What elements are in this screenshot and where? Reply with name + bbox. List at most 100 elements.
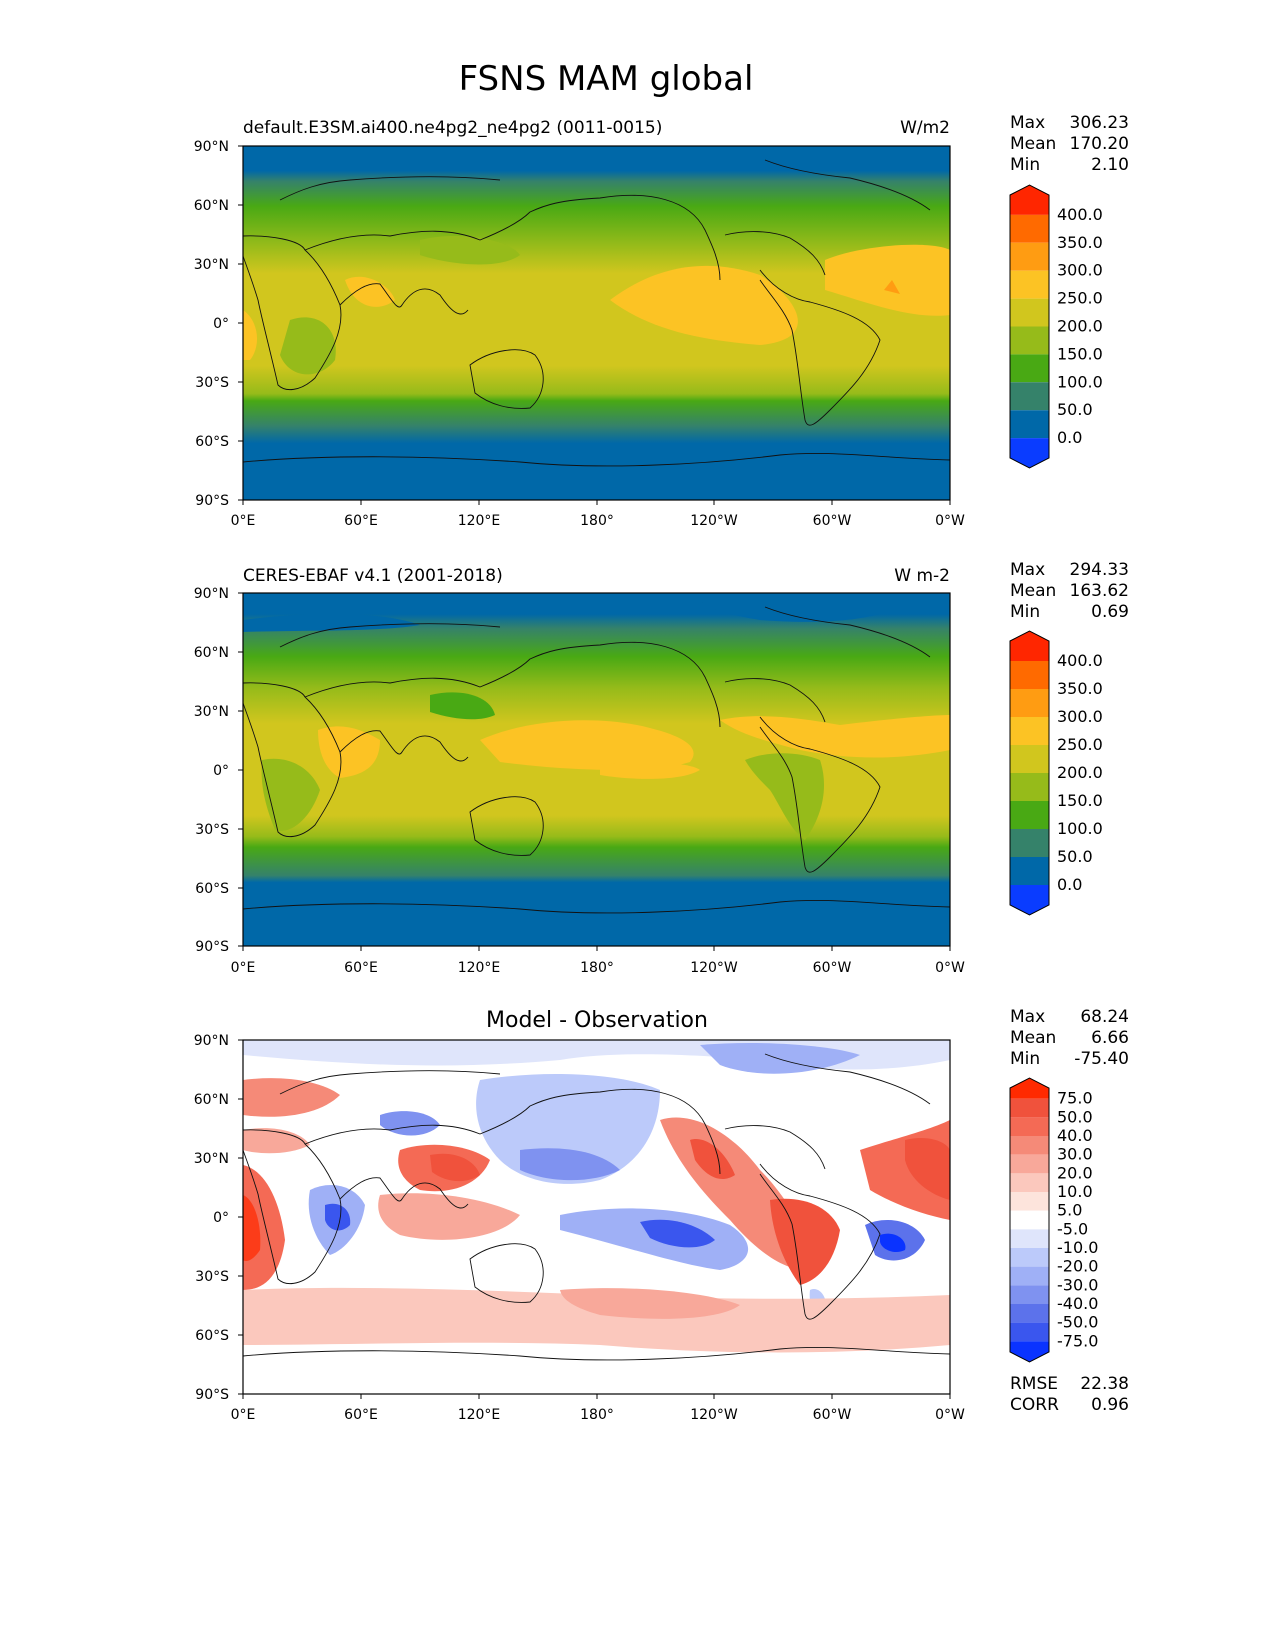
lat-tick-label: 30°N (194, 257, 229, 273)
stats-box: Max 294.33 Mean 163.62 Min 0.69 (1010, 560, 1129, 622)
colorbar-label: 400.0 (1057, 651, 1103, 670)
lat-tick-label: 0° (213, 763, 229, 779)
stat-label: Min (1010, 602, 1040, 622)
colorbar-label: -50.0 (1057, 1313, 1098, 1332)
lon-tick-label: 0°W (935, 960, 965, 976)
lat-tick-label: 60°N (194, 645, 229, 661)
lat-tick-label: 60°S (195, 881, 229, 897)
colorbar-segment (1010, 410, 1049, 439)
stat-label: Max (1010, 113, 1045, 133)
colorbar-label: 50.0 (1057, 400, 1093, 419)
colorbar: 400.0 350.0 300.0 250.0 200.0 150.0 100.0 50.0 0… (1009, 630, 1103, 916)
lon-tick-label: 0°W (935, 513, 965, 529)
lon-tick-label: 60°W (813, 960, 852, 976)
colorbar-segment (1010, 1266, 1049, 1286)
lat-tick-label: 90°N (194, 1033, 229, 1049)
colorbar-segment (1010, 1322, 1049, 1342)
colorbar-segment (1010, 631, 1049, 661)
panel-units: W m-2 (894, 566, 950, 586)
lon-tick-label: 120°W (690, 960, 738, 976)
stat-label: Max (1010, 1007, 1045, 1027)
lon-tick-label: 0°W (935, 1407, 965, 1423)
lat-axis: 90°N 60°N 30°N 0° 30°S 60°S 90°S (194, 1033, 243, 1403)
colorbar-segment (1010, 1304, 1049, 1323)
lat-tick-label: 90°N (194, 139, 229, 155)
panel-center-title: Model - Observation (486, 1008, 708, 1033)
lat-tick-label: 60°N (194, 198, 229, 214)
stat-label: Mean (1010, 581, 1056, 601)
colorbar-segment (1010, 689, 1049, 717)
corr-label: CORR (1010, 1395, 1059, 1415)
colorbar-label: 400.0 (1057, 205, 1103, 224)
panel-left-title: default.E3SM.ai400.ne4pg2_ne4pg2 (0011-0… (243, 118, 662, 138)
colorbar-label: 350.0 (1057, 679, 1103, 698)
stat-label: Min (1010, 1049, 1040, 1069)
colorbar-label: 250.0 (1057, 735, 1103, 754)
lon-tick-label: 60°E (344, 513, 378, 529)
map-field (243, 593, 950, 946)
stat-value: 170.20 (1070, 134, 1129, 154)
lon-tick-label: 120°E (458, 1407, 501, 1423)
coastlines (243, 606, 950, 914)
colorbar-label: 350.0 (1057, 233, 1103, 252)
colorbar-label: 20.0 (1057, 1163, 1093, 1182)
lat-tick-label: 30°S (195, 822, 229, 838)
lat-tick-label: 60°N (194, 1092, 229, 1108)
lat-tick-label: 30°S (195, 375, 229, 391)
stat-label: Min (1010, 155, 1040, 175)
colorbar-label: 200.0 (1057, 763, 1103, 782)
lat-tick-label: 90°S (195, 1387, 229, 1403)
lon-tick-label: 60°W (813, 1407, 852, 1423)
stat-value: 2.10 (1091, 155, 1129, 175)
lon-tick-label: 120°W (690, 1407, 738, 1423)
lat-tick-label: 0° (213, 316, 229, 332)
lat-tick-label: 60°S (195, 434, 229, 450)
lon-tick-label: 180° (580, 1407, 614, 1423)
colorbar-segment (1010, 1173, 1049, 1192)
colorbar-label: 250.0 (1057, 289, 1103, 308)
colorbar-segment (1010, 1285, 1049, 1304)
colorbar-segment (1010, 438, 1049, 468)
lat-tick-label: 0° (213, 1210, 229, 1226)
colorbar-segment (1010, 857, 1049, 885)
colorbar-segment (1010, 885, 1049, 915)
colorbar-segment (1010, 326, 1049, 355)
lat-tick-label: 30°N (194, 704, 229, 720)
colorbar-segment (1010, 1229, 1049, 1248)
stat-value: -75.40 (1074, 1049, 1129, 1069)
colorbar-label: 0.0 (1057, 428, 1082, 447)
lat-tick-label: 90°N (194, 586, 229, 602)
colorbar-segment (1010, 829, 1049, 857)
stat-label: Mean (1010, 1028, 1056, 1048)
colorbar-segment (1010, 1117, 1049, 1136)
colorbar-segment (1010, 1154, 1049, 1174)
colorbar-label: -30.0 (1057, 1275, 1098, 1294)
colorbar-segment (1010, 354, 1049, 383)
colorbar-label: 0.0 (1057, 875, 1082, 894)
coastlines (243, 159, 950, 467)
stat-label: Max (1010, 560, 1045, 580)
corr-value: 0.96 (1091, 1395, 1129, 1415)
lat-tick-label: 90°S (195, 939, 229, 955)
lon-tick-label: 120°W (690, 513, 738, 529)
colorbar-segment (1010, 1192, 1049, 1211)
colorbar-label: 100.0 (1057, 372, 1103, 391)
colorbar-outline (1009, 184, 1050, 469)
lon-tick-label: 60°E (344, 960, 378, 976)
stat-value: 306.23 (1070, 113, 1129, 133)
colorbar-label: 100.0 (1057, 819, 1103, 838)
colorbar-label: 30.0 (1057, 1145, 1093, 1164)
colorbar-segment (1010, 661, 1049, 689)
colorbar-segment (1010, 773, 1049, 801)
lon-tick-label: 180° (580, 960, 614, 976)
colorbar-segment (1010, 242, 1049, 271)
colorbar-label: -10.0 (1057, 1238, 1098, 1257)
colorbar-outline (1009, 630, 1050, 916)
panel-units: W/m2 (900, 118, 950, 138)
map-field (243, 146, 950, 500)
colorbar-segment (1010, 214, 1049, 243)
colorbar: 75.050.040.030.020.010.05.0-5.0-10.0-20.… (1009, 1077, 1098, 1363)
colorbar-segment (1010, 745, 1049, 773)
stat-label: Mean (1010, 134, 1056, 154)
panel-difference: Model - Observation (194, 1007, 1129, 1423)
